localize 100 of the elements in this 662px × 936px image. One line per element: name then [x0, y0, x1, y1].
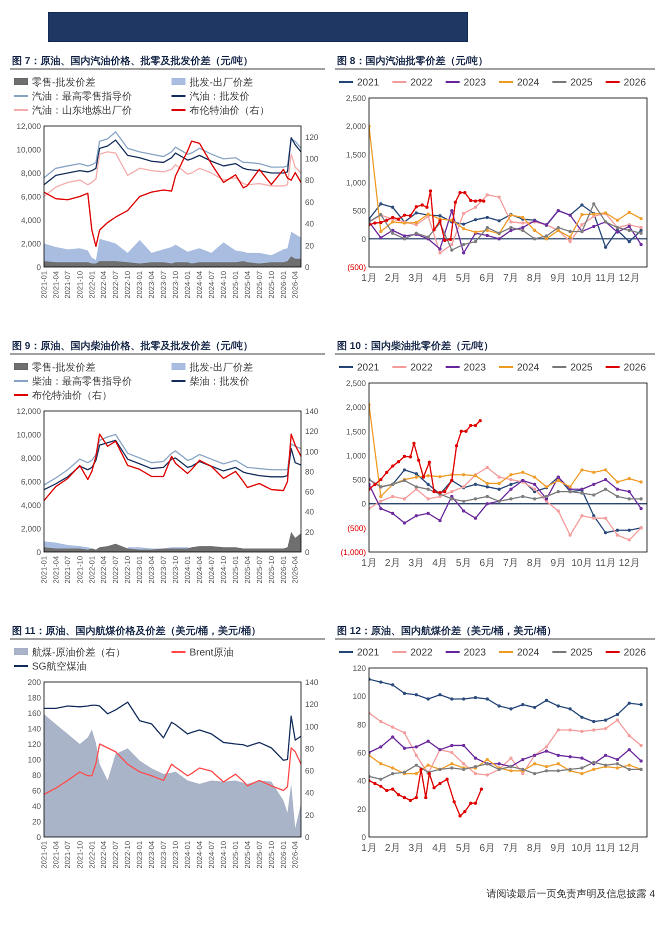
legend-label: 布伦特油价（右）	[190, 104, 270, 116]
x-tick-label: 8月	[526, 843, 542, 854]
point	[580, 223, 584, 226]
point	[414, 514, 418, 518]
point	[628, 228, 631, 232]
point	[414, 485, 418, 488]
point	[616, 718, 620, 722]
point	[616, 528, 620, 532]
point	[469, 198, 472, 202]
point	[450, 762, 454, 766]
x-tick-label: 1月	[361, 558, 377, 569]
point	[639, 228, 643, 232]
point	[450, 490, 454, 494]
point	[580, 730, 584, 733]
point	[639, 232, 643, 235]
y-tick-label: 0	[36, 263, 42, 272]
point	[568, 485, 572, 488]
point	[432, 228, 436, 232]
point	[438, 693, 442, 696]
point	[379, 784, 382, 788]
point	[460, 430, 463, 433]
point	[462, 473, 466, 476]
point	[402, 214, 406, 217]
x-tick-label: 8月	[526, 558, 542, 569]
line-series	[369, 711, 643, 777]
point	[373, 221, 377, 225]
x-tick-label: 3月	[408, 843, 424, 854]
point	[474, 756, 478, 760]
y2-tick-label: 80	[305, 467, 314, 476]
y-tick-label: 6,000	[20, 478, 42, 486]
point	[464, 430, 468, 433]
point	[544, 749, 548, 753]
point	[616, 762, 620, 766]
y2-tick-label: 0	[305, 548, 310, 557]
point	[628, 748, 631, 752]
y-tick-label: (500)	[347, 524, 366, 533]
point	[486, 482, 489, 486]
y-tick-label: 1,500	[346, 427, 367, 436]
x-tick-label: 4月	[432, 843, 448, 854]
point	[379, 478, 382, 482]
point	[509, 482, 513, 486]
y-tick-label: 20	[32, 818, 42, 826]
point	[450, 248, 454, 252]
point	[463, 810, 466, 814]
point	[639, 759, 643, 763]
point	[414, 693, 418, 696]
point	[438, 782, 442, 786]
x-tick-label: 5月	[456, 273, 472, 284]
legend-label: 2023	[464, 78, 486, 88]
y-tick-label: 0	[362, 500, 367, 509]
point	[509, 707, 513, 710]
legend-label: 2026	[624, 362, 646, 374]
x-tick-label: 10月	[571, 558, 592, 569]
point	[628, 764, 631, 767]
x-tick-label: 12月	[618, 558, 640, 569]
point	[402, 454, 406, 458]
point	[486, 758, 489, 762]
point	[396, 793, 400, 796]
point	[474, 199, 478, 203]
point	[639, 216, 643, 220]
point	[533, 772, 536, 776]
point	[592, 470, 596, 474]
point	[373, 482, 377, 486]
x-tick-label: 5月	[456, 843, 472, 854]
point	[556, 769, 560, 772]
y2-tick-label: 40	[305, 508, 314, 517]
point	[391, 683, 394, 686]
point	[521, 703, 524, 706]
x-tick-label: 1月	[361, 273, 377, 284]
point	[452, 800, 456, 804]
legend-label: 布伦特油价（右）	[32, 390, 112, 402]
point	[639, 480, 643, 484]
point	[498, 196, 501, 199]
point	[385, 788, 388, 792]
y2-tick-label: 20	[305, 810, 314, 820]
point	[580, 203, 584, 207]
point	[414, 476, 418, 479]
line-series	[44, 702, 301, 761]
point	[604, 516, 608, 520]
point	[426, 697, 430, 701]
point	[580, 766, 584, 770]
x-tick-label: 12月	[618, 273, 640, 284]
y-tick-label: 120	[28, 740, 42, 749]
y-tick-label: 60	[32, 786, 42, 796]
point	[462, 227, 466, 230]
point	[462, 509, 466, 513]
point	[544, 769, 548, 772]
legend-label: 零售-批发价差	[32, 76, 96, 88]
point	[469, 802, 472, 805]
point	[533, 762, 536, 766]
point	[379, 745, 382, 748]
x-tick-label: 6月	[480, 558, 496, 569]
point	[521, 228, 524, 232]
chart-title: 图 8：国内汽油批零价差（元/吨）	[337, 55, 488, 67]
point	[498, 488, 501, 491]
point	[498, 476, 501, 479]
point	[474, 240, 478, 244]
point	[509, 226, 513, 230]
point	[628, 528, 631, 532]
point	[474, 218, 478, 222]
